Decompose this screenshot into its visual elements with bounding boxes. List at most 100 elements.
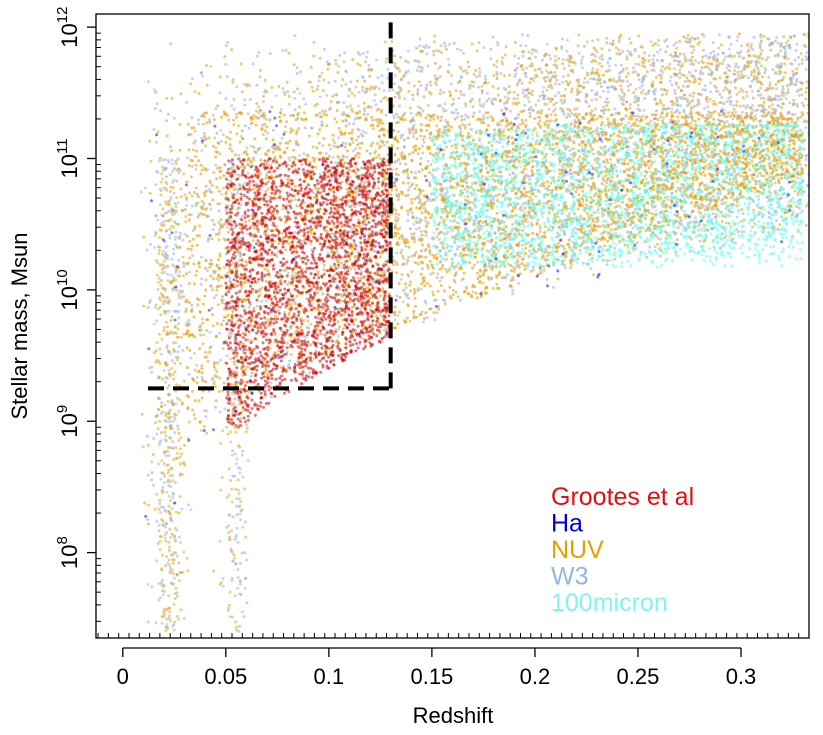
- data-point: [815, 120, 818, 123]
- data-point: [552, 286, 555, 289]
- data-point: [761, 106, 765, 110]
- data-point: [347, 122, 351, 126]
- data-point: [735, 92, 739, 96]
- data-point: [427, 45, 431, 49]
- data-point: [433, 34, 437, 38]
- data-point: [258, 75, 262, 79]
- data-point: [415, 216, 419, 220]
- data-point: [598, 56, 602, 60]
- data-point: [451, 102, 455, 106]
- data-point: [571, 228, 574, 232]
- data-point: [668, 120, 672, 124]
- data-point: [165, 386, 169, 390]
- data-point: [289, 114, 292, 118]
- data-point: [433, 81, 437, 85]
- data-point: [439, 74, 443, 78]
- data-point: [805, 153, 809, 157]
- data-point: [254, 123, 258, 127]
- data-point: [511, 102, 515, 105]
- data-point: [464, 102, 467, 106]
- data-point: [224, 97, 228, 101]
- data-point: [538, 67, 542, 71]
- data-point: [533, 127, 537, 130]
- data-point: [531, 265, 535, 269]
- data-point: [433, 61, 437, 65]
- data-point: [287, 363, 291, 366]
- data-point: [553, 94, 557, 98]
- data-point: [237, 153, 241, 157]
- data-point: [329, 147, 333, 151]
- data-point: [795, 205, 799, 208]
- data-point: [816, 69, 819, 72]
- data-point: [816, 135, 819, 138]
- data-point: [167, 384, 171, 388]
- data-point: [609, 56, 612, 60]
- data-point: [516, 93, 520, 97]
- data-point: [565, 38, 569, 42]
- data-point: [731, 117, 735, 121]
- data-point: [223, 55, 227, 58]
- data-point: [570, 130, 574, 134]
- data-point: [290, 155, 294, 159]
- data-point: [623, 92, 627, 96]
- data-point: [200, 317, 204, 321]
- data-point: [617, 75, 621, 79]
- data-point: [544, 79, 548, 83]
- data-point: [340, 225, 344, 229]
- data-point: [810, 190, 813, 193]
- data-point: [735, 215, 739, 219]
- data-point: [288, 339, 292, 343]
- data-point: [774, 94, 778, 98]
- data-point: [518, 196, 522, 200]
- data-point: [800, 101, 804, 105]
- data-point: [562, 67, 566, 70]
- data-point: [751, 48, 755, 52]
- data-point: [583, 246, 587, 250]
- data-point: [654, 88, 657, 91]
- data-point: [768, 111, 771, 114]
- data-point: [752, 54, 756, 58]
- data-point: [777, 98, 781, 102]
- data-point: [199, 429, 203, 433]
- data-point: [661, 64, 664, 68]
- data-point: [600, 64, 604, 68]
- data-point: [663, 67, 667, 71]
- data-point: [757, 213, 761, 217]
- data-point: [694, 69, 698, 73]
- data-point: [526, 240, 530, 244]
- data-point: [555, 47, 559, 51]
- data-point: [417, 60, 421, 64]
- data-point: [414, 220, 418, 223]
- data-point: [645, 70, 649, 74]
- data-point: [438, 279, 442, 283]
- data-point: [682, 73, 686, 77]
- data-point: [390, 40, 394, 44]
- data-point: [462, 93, 466, 97]
- data-point: [264, 299, 268, 303]
- data-point: [397, 90, 401, 94]
- data-point: [668, 79, 672, 83]
- data-point: [639, 91, 643, 95]
- data-point: [464, 123, 467, 127]
- data-point: [736, 230, 740, 234]
- data-point: [342, 101, 346, 105]
- data-point: [412, 312, 416, 316]
- data-point: [303, 126, 307, 130]
- data-point: [299, 70, 302, 74]
- data-point: [530, 93, 534, 97]
- data-point: [781, 85, 785, 89]
- data-point: [456, 115, 459, 119]
- data-point: [684, 229, 688, 233]
- data-point: [631, 70, 635, 74]
- data-point: [677, 128, 681, 132]
- data-point: [811, 120, 814, 123]
- data-point: [608, 64, 611, 68]
- data-point: [712, 102, 716, 106]
- data-point: [498, 259, 502, 263]
- data-point: [666, 246, 670, 250]
- data-point: [684, 36, 688, 40]
- data-point: [505, 99, 509, 103]
- data-point: [692, 104, 696, 108]
- data-point: [758, 71, 762, 75]
- data-point: [511, 288, 515, 292]
